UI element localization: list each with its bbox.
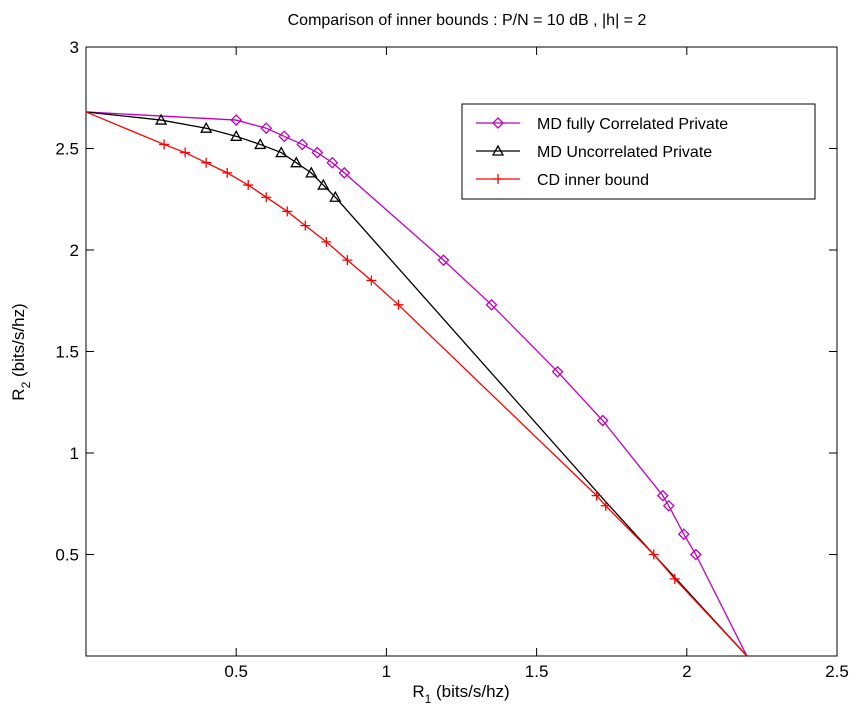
x-tick-label: 1 (382, 662, 391, 681)
legend-label: MD fully Correlated Private (537, 116, 728, 133)
series-line (85, 111, 748, 657)
triangle-marker (290, 156, 303, 168)
chart-title: Comparison of inner bounds : P/N = 10 dB… (288, 12, 647, 29)
diamond-marker (230, 114, 243, 126)
legend-entry: MD fully Correlated Private (476, 116, 728, 133)
diamond-marker (338, 166, 351, 179)
series-1 (85, 111, 748, 657)
y-tick-label: 0.5 (55, 546, 79, 565)
legend: MD fully Correlated Private MD Uncorrelat… (461, 103, 816, 200)
plus-marker (201, 157, 212, 168)
plus-marker (180, 147, 191, 158)
diamond-marker (662, 499, 675, 512)
x-axis-label: R1 (bits/s/hz) (412, 682, 509, 706)
plus-marker (321, 236, 332, 247)
triangle-marker (200, 121, 213, 133)
triangle-marker (275, 146, 288, 158)
legend-label: MD Uncorrelated Private (537, 144, 712, 161)
legend-box (461, 103, 816, 200)
plus-marker (493, 174, 503, 184)
x-axis-label-main: R (412, 682, 424, 701)
plus-marker (300, 220, 311, 231)
series-line (85, 111, 748, 657)
diamond-marker (296, 138, 309, 151)
plus-marker (393, 299, 404, 310)
y-tick-label: 1 (70, 444, 79, 463)
y-axis-label-main: R (9, 388, 28, 400)
diamond-marker (492, 117, 504, 129)
x-tick-label: 2.5 (825, 662, 849, 681)
diamond-marker (278, 130, 291, 143)
triangle-marker (305, 166, 318, 178)
diamond-marker (596, 414, 609, 427)
y-tick-label: 2 (70, 241, 79, 260)
x-tick-label: 2 (682, 662, 691, 681)
triangle-marker (491, 144, 505, 156)
plus-marker (600, 500, 611, 511)
diamond-marker (311, 146, 324, 159)
diamond-marker (689, 548, 702, 561)
legend-label: CD inner bound (537, 172, 649, 189)
triangle-marker (230, 129, 243, 141)
triangle-marker (329, 190, 342, 202)
x-axis-label-rest: (bits/s/hz) (431, 682, 509, 701)
series-3 (85, 111, 748, 657)
y-tick-label: 2.5 (55, 140, 79, 159)
plus-marker (366, 275, 377, 286)
legend-entry: CD inner bound (476, 172, 649, 189)
legend-entry: MD Uncorrelated Private (476, 144, 712, 161)
plus-marker (342, 255, 353, 266)
diamond-marker (326, 156, 339, 169)
plus-marker (159, 139, 170, 150)
plus-marker (648, 549, 659, 560)
diamond-marker (485, 298, 498, 311)
y-tick-label: 1.5 (55, 343, 79, 362)
plus-marker (243, 180, 254, 191)
diamond-marker (677, 528, 690, 541)
axis-ticks: 0.5 1 1.5 2 2.5 0.5 1 1.5 2 2.5 3 (55, 38, 848, 681)
diamond-marker (656, 489, 669, 502)
triangle-marker (154, 113, 168, 125)
plus-marker (222, 167, 233, 178)
plus-marker (282, 206, 293, 217)
triangle-marker (317, 178, 330, 190)
plus-marker (591, 490, 602, 501)
y-axis-label: R2 (bits/s/hz) (9, 303, 33, 400)
x-tick-label: 1.5 (525, 662, 549, 681)
series-layer (85, 111, 748, 657)
diamond-marker (260, 122, 273, 135)
y-axis-label-rest: (bits/s/hz) (9, 303, 28, 381)
y-axis-label-sub: 2 (19, 381, 33, 388)
x-tick-label: 0.5 (224, 662, 248, 681)
diamond-marker (551, 365, 564, 378)
x-axis-label-sub: 1 (425, 692, 432, 706)
diamond-marker (437, 254, 450, 267)
plus-marker (669, 573, 680, 584)
plus-marker (261, 192, 272, 203)
y-tick-label: 3 (70, 38, 79, 57)
triangle-marker (254, 138, 267, 150)
